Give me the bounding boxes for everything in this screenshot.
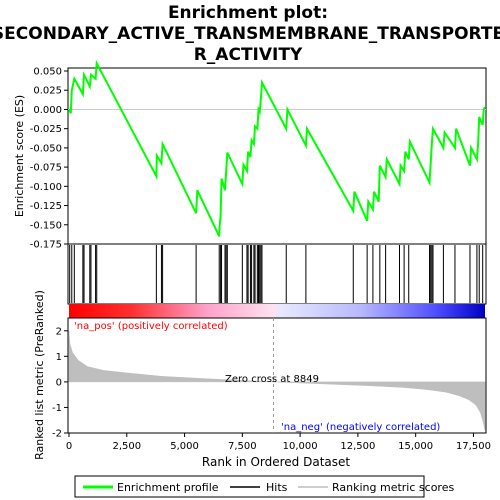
x-axis-label: Rank in Ordered Dataset (202, 455, 350, 469)
metric-y-tick-label: 0 (56, 377, 62, 388)
metric-y-ticks: 2 1 0 -1 -2 (52, 326, 68, 440)
hits-panel-frame (67, 243, 487, 305)
metric-area (68, 330, 486, 431)
x-tick-label: 0 (66, 441, 72, 452)
es-y-tick-label: -0.025 (30, 124, 62, 135)
x-tick-label: 5,000 (170, 441, 199, 452)
metric-y-tick-label: -1 (52, 403, 62, 414)
es-y-ticks: 0.050 0.025 0.000 -0.025 -0.050 -0.075 -0.100 -… (30, 67, 68, 251)
rank-colorbar (69, 304, 485, 318)
es-panel: 0.050 0.025 0.000 -0.025 -0.050 -0.075 -0.100 -… (13, 59, 487, 251)
x-tick-label: 10,000 (283, 441, 318, 452)
chart-title-line2: SECONDARY_ACTIVE_TRANSMEMBRANE_TRANSPORT… (0, 24, 500, 44)
zero-cross-label: Zero cross at 8849 (225, 374, 319, 385)
x-tick-label: 12,500 (340, 441, 375, 452)
x-tick-label: 2,500 (112, 441, 141, 452)
es-y-tick-label: -0.125 (30, 201, 62, 212)
chart-title-line1: Enrichment plot: (168, 3, 328, 23)
colorbar-rect (69, 304, 485, 318)
pos-label: 'na_pos' (positively correlated) (74, 321, 228, 332)
metric-panel: 2 1 0 -1 -2 'na_pos' (positively correlated)… (33, 290, 487, 460)
es-y-tick-label: 0.000 (33, 105, 62, 116)
metric-y-tick-label: 2 (56, 326, 62, 337)
legend-metric-label: Ranking metric scores (332, 481, 454, 494)
x-axis-ticks: 0 2,500 5,000 7,500 10,000 12,500 15,000 17,500 (66, 433, 491, 452)
metric-y-tick-label: -2 (52, 429, 62, 440)
es-y-tick-label: -0.100 (30, 182, 62, 193)
hits-panel (67, 243, 487, 305)
metric-y-tick-label: 1 (56, 352, 62, 363)
es-y-tick-label: -0.175 (30, 240, 62, 251)
neg-label: 'na_neg' (negatively correlated) (281, 422, 440, 433)
metric-y-axis-label: Ranked list metric (PreRanked) (33, 290, 46, 460)
es-y-tick-label: -0.050 (30, 143, 62, 154)
x-tick-label: 15,000 (398, 441, 433, 452)
es-y-tick-label: 0.025 (33, 86, 62, 97)
es-y-tick-label: -0.150 (30, 220, 62, 231)
x-tick-label: 17,500 (456, 441, 491, 452)
legend-hits-label: Hits (266, 481, 288, 494)
es-line (68, 59, 486, 237)
es-y-axis-label: Enrichment score (ES) (13, 95, 26, 217)
es-y-tick-label: -0.075 (30, 163, 62, 174)
es-panel-frame (67, 67, 487, 245)
legend-enrichment-label: Enrichment profile (117, 481, 219, 494)
legend: Enrichment profile Hits Ranking metric s… (74, 475, 454, 498)
es-y-tick-label: 0.050 (33, 67, 62, 78)
x-tick-label: 7,500 (228, 441, 257, 452)
hit-marks (69, 245, 484, 303)
chart-title-line3: R_ACTIVITY (194, 45, 303, 65)
